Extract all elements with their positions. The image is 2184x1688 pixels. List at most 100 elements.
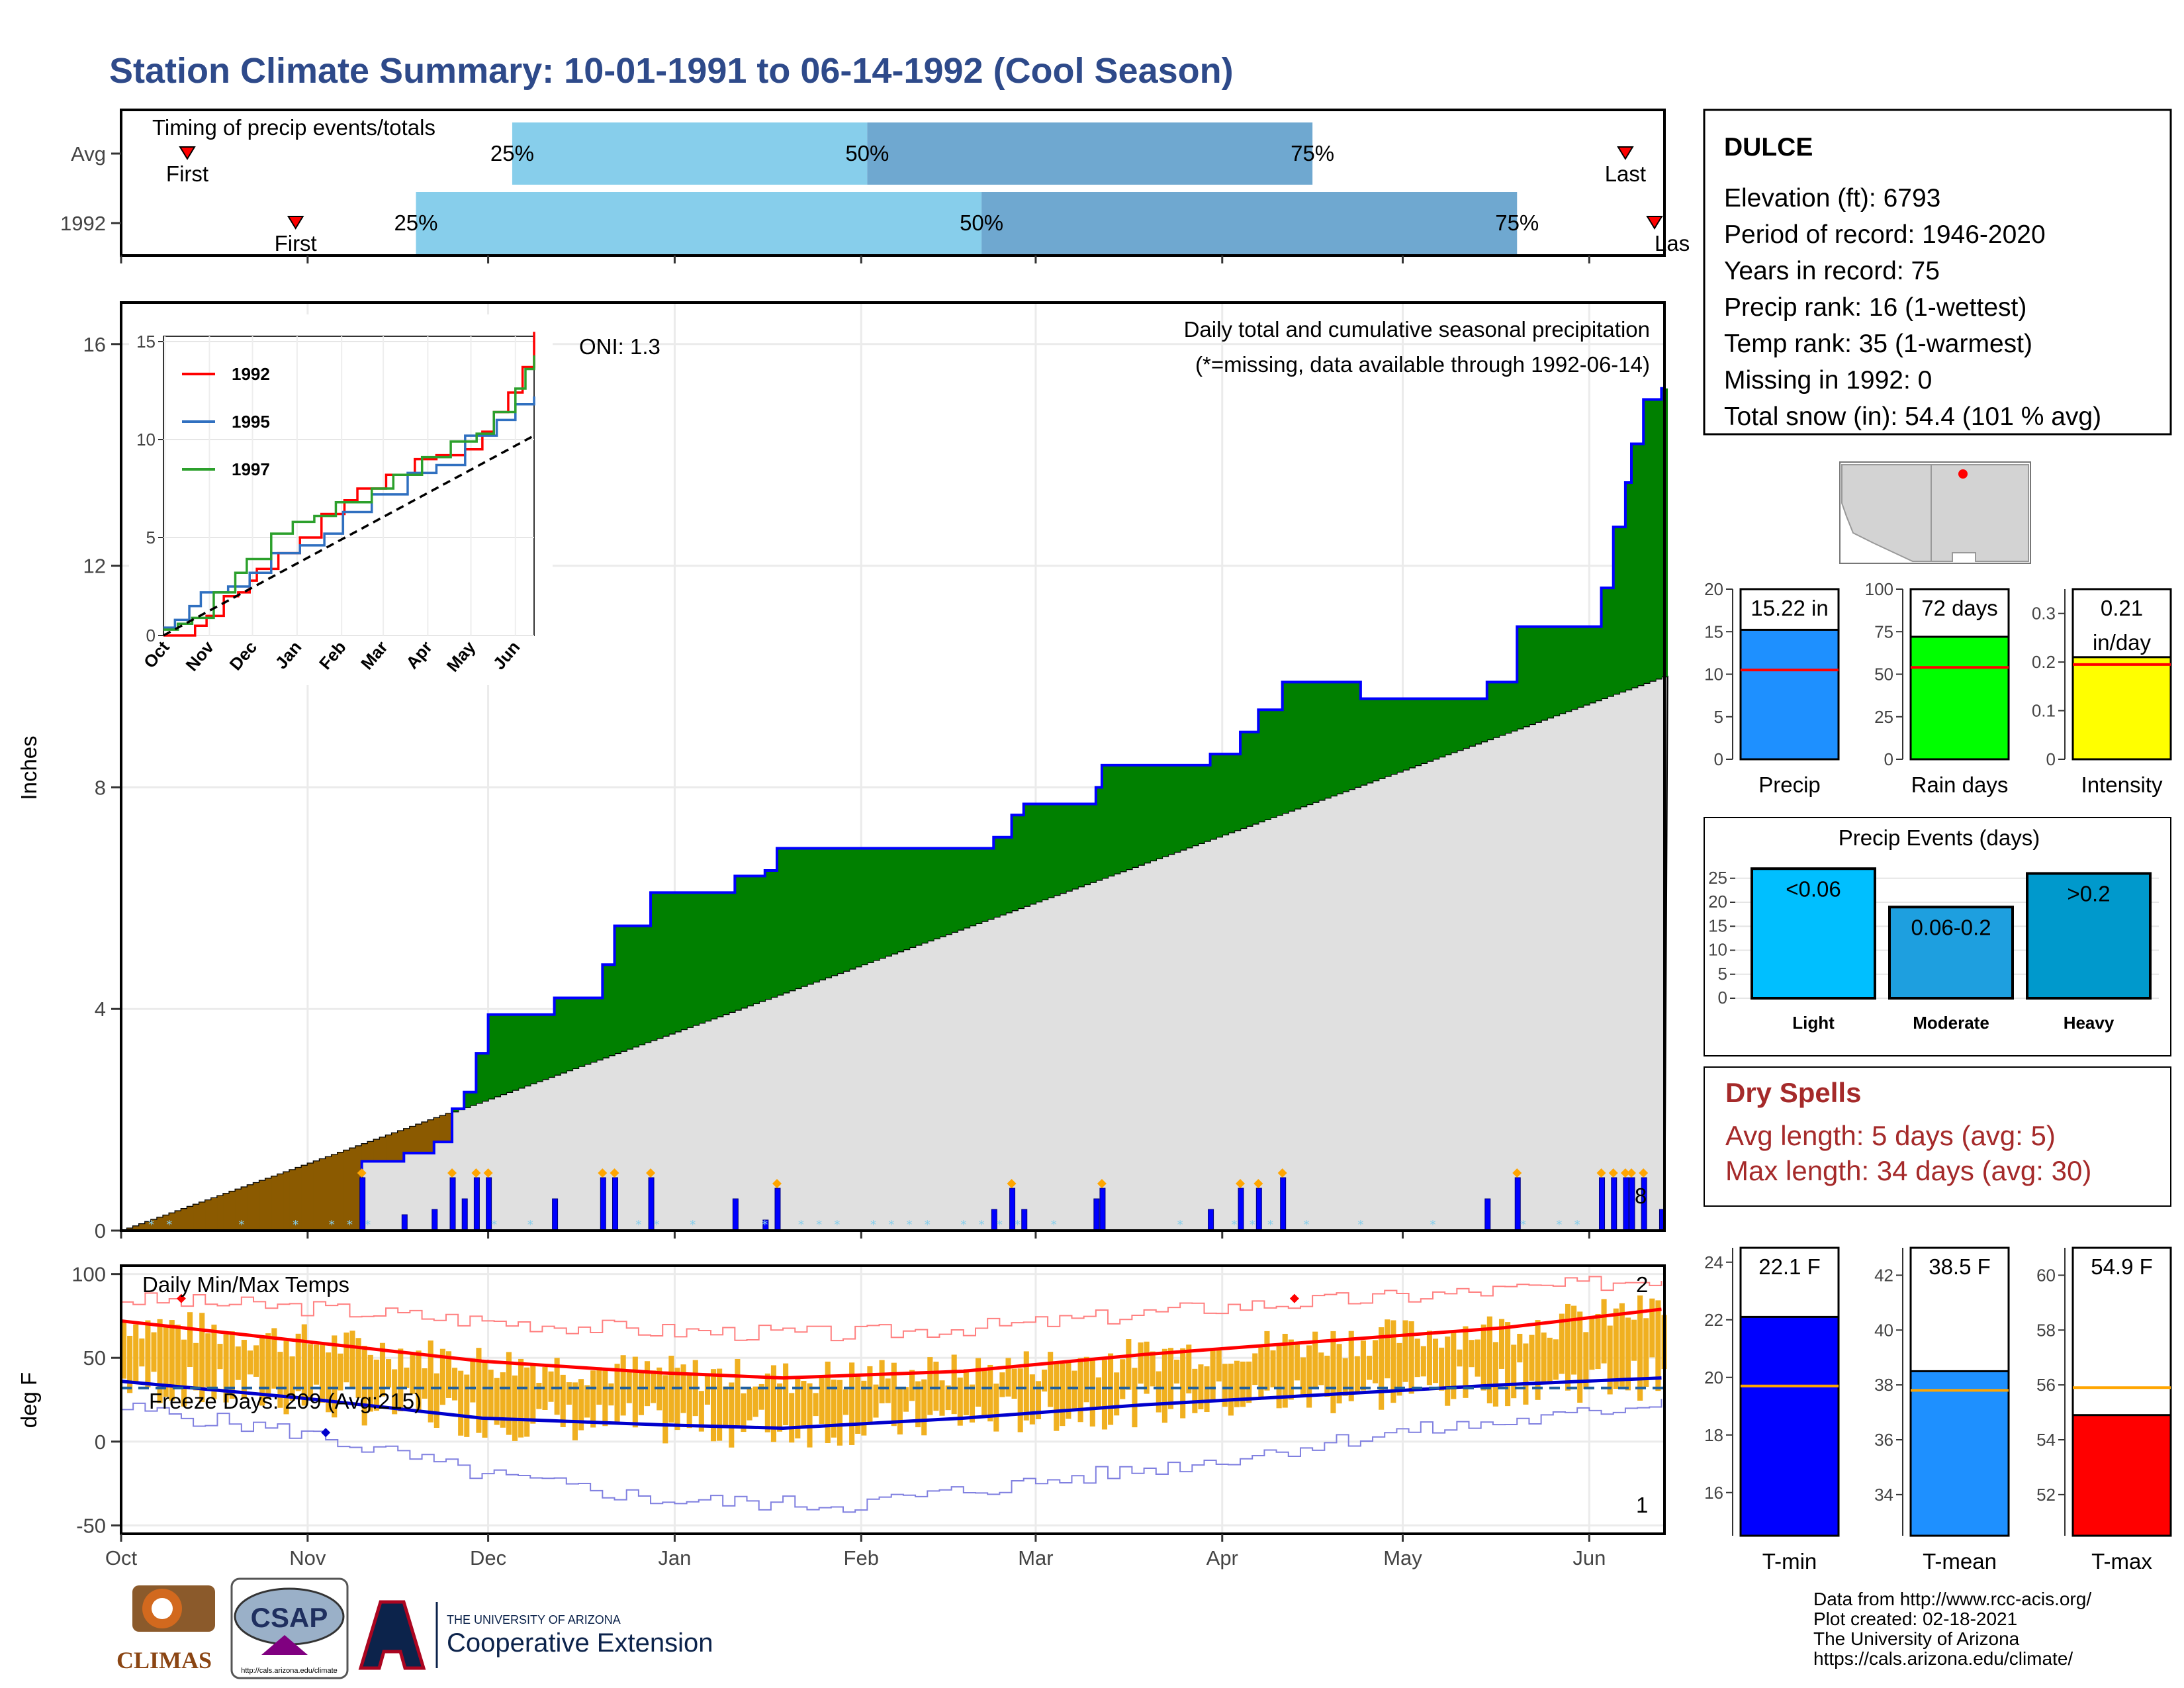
below-normal-slice [343,1150,350,1231]
daily-temp-range-bar [338,1353,343,1391]
daily-temp-range-bar [1161,1348,1167,1423]
mini-y-tick-label: 56 [2036,1375,2056,1395]
station-info-box: DULCE Elevation (ft): 6793 Period of rec… [1703,109,2172,436]
oni-label: ONI: 1.3 [579,334,660,359]
above-normal-slice [530,1014,537,1084]
above-normal-slice [1120,765,1126,872]
temp-y-tick-label: 0 [95,1430,106,1454]
daily-temp-range-bar [1240,1361,1246,1407]
above-normal-slice [1553,626,1560,716]
above-normal-slice [1649,399,1656,681]
above-normal-slice [614,925,621,1053]
station-location-marker [1958,469,1968,479]
daily-temp-range-bar [373,1359,379,1411]
mini-y-tick-label: 0 [1714,749,1723,769]
above-normal-slice [1613,527,1620,694]
above-normal-slice [518,1014,525,1088]
daily-temp-range-bar [614,1364,620,1423]
above-normal-slice [1589,626,1596,703]
daily-temp-range-bar [1095,1377,1101,1409]
mini-y-tick-label: 22 [1704,1310,1723,1330]
daily-temp-range-bar [1589,1317,1595,1370]
below-normal-slice [235,1189,242,1231]
below-normal-slice [332,1154,338,1231]
daily-temp-range-bar [1553,1339,1559,1380]
above-normal-slice [464,1092,471,1107]
daily-temp-range-bar [536,1382,542,1409]
daily-temp-range-bar [849,1362,855,1445]
daily-temp-range-bar [1023,1351,1029,1421]
below-normal-slice [175,1211,182,1231]
above-normal-slice [1108,765,1115,876]
snow-day-marker: * [1231,1218,1237,1232]
above-normal-slice [1486,682,1494,739]
events-bar-label: <0.06 [1786,876,1841,901]
daily-temp-range-bar [121,1321,127,1379]
above-normal-slice [482,1053,489,1101]
daily-temp-range-bar [1042,1370,1048,1392]
above-normal-slice [662,892,669,1036]
mini-bar-value-label: 54.9 F [2091,1254,2153,1279]
below-normal-slice [313,1161,320,1231]
ua-logo-big: Cooperative Extension [447,1628,713,1658]
daily-precip-bar [1623,1177,1629,1231]
daily-temp-range-bar [133,1324,139,1382]
daily-temp-range-bar [837,1380,842,1446]
daily-temp-range-bar [332,1335,338,1418]
below-normal-slice [193,1204,200,1231]
mini-bar-value-label: 72 days [1921,596,1998,620]
snow-day-marker: * [690,1218,696,1232]
above-normal-slice [1637,444,1644,686]
events-category-label: Light [1792,1013,1835,1033]
daily-temp-range-bar [819,1378,825,1424]
mini-y-tick-label: 60 [2036,1265,2056,1285]
daily-temp-range-bar [410,1354,416,1394]
daily-temp-range-bar [1029,1374,1035,1425]
daily-temp-range-bar [1101,1360,1108,1430]
below-normal-slice [145,1221,152,1231]
timing-last-label: Las [1655,231,1690,256]
above-normal-slice [1180,765,1187,850]
daily-temp-range-bar [831,1380,837,1438]
credit-plot-created: Plot created: 02-18-2021 [1813,1609,2017,1629]
inset-normal-line [163,434,535,637]
events-y-tick-label: 10 [1708,940,1727,960]
daily-temp-range-bar [1066,1362,1071,1419]
above-normal-slice [776,848,784,995]
daily-temp-range-bar [993,1383,999,1432]
above-normal-slice [1498,682,1506,735]
above-normal-slice [1385,698,1391,776]
daily-temp-range-bar [969,1384,976,1423]
mini-bar-category-label: T-max [2091,1549,2152,1573]
above-normal-slice [668,892,675,1034]
daily-temp-range-bar [584,1385,590,1418]
mini-y-tick-label: 5 [1714,707,1723,727]
daily-temp-range-bar [464,1374,470,1437]
station-total-snow: Total snow (in): 54.4 (101 % avg) [1724,402,2101,431]
daily-precip-bar [600,1177,606,1231]
daily-temp-range-bar [674,1368,680,1430]
heavy-day-marker [1236,1179,1246,1188]
above-normal-slice [1523,626,1529,727]
timing-title: Timing of precip events/totals [152,115,435,140]
above-normal-slice [657,892,663,1039]
above-normal-slice [560,998,567,1073]
above-normal-slice [1276,710,1283,816]
mini-y-tick-label: 75 [1874,622,1893,641]
daily-temp-range-bar [1607,1325,1613,1395]
above-normal-slice [596,998,603,1060]
above-normal-slice [488,1014,495,1099]
mini-y-tick-label: 10 [1704,665,1723,684]
below-normal-slice [265,1178,272,1231]
below-normal-slice [151,1219,158,1231]
daily-temp-range-bar [1276,1346,1282,1409]
daily-temp-range-bar [566,1382,572,1405]
daily-temp-range-bar [861,1380,867,1436]
month-tick-label: Nov [289,1546,326,1570]
daily-temp-range-bar [735,1358,741,1427]
precip-y-tick-label: 8 [95,776,106,799]
daily-temp-range-bar [1463,1326,1469,1398]
daily-temp-range-bar [1535,1320,1541,1400]
above-normal-slice [795,848,801,988]
above-normal-slice [783,848,790,993]
